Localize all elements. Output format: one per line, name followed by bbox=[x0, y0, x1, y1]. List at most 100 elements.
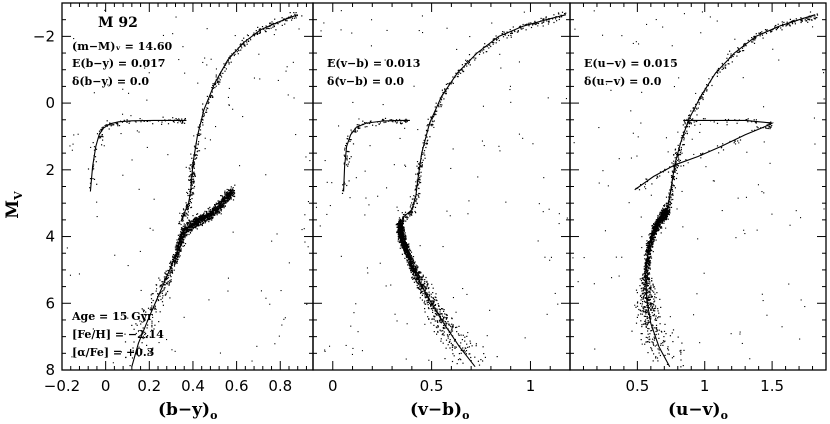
star-point bbox=[439, 320, 441, 322]
star-point bbox=[400, 244, 402, 246]
star-point bbox=[438, 305, 440, 307]
star-point bbox=[188, 202, 191, 205]
star-point bbox=[93, 168, 95, 170]
star-point bbox=[651, 243, 654, 245]
star-point bbox=[663, 222, 665, 224]
star-point bbox=[441, 318, 443, 320]
star-point bbox=[358, 127, 360, 130]
star-point bbox=[424, 287, 426, 289]
star-point bbox=[72, 143, 74, 145]
star-point bbox=[188, 220, 191, 222]
star-point bbox=[483, 145, 485, 147]
star-point bbox=[405, 165, 407, 167]
star-point bbox=[645, 309, 648, 311]
star-point bbox=[269, 303, 271, 305]
star-point bbox=[442, 91, 444, 94]
star-point bbox=[652, 224, 654, 227]
star-point bbox=[642, 296, 644, 298]
star-point bbox=[164, 278, 166, 280]
star-point bbox=[198, 223, 200, 225]
star-point bbox=[187, 228, 189, 230]
star-point bbox=[180, 241, 182, 244]
star-point bbox=[644, 271, 646, 273]
star-point bbox=[400, 224, 402, 226]
star-point bbox=[159, 284, 161, 287]
star-point bbox=[403, 239, 405, 241]
star-point bbox=[98, 130, 101, 132]
star-point bbox=[399, 220, 401, 222]
star-point bbox=[212, 84, 214, 87]
star-point bbox=[437, 326, 439, 328]
star-point bbox=[69, 145, 71, 147]
star-point bbox=[447, 337, 449, 339]
star-point bbox=[283, 318, 285, 320]
star-point bbox=[203, 115, 205, 118]
star-point bbox=[452, 324, 454, 326]
star-point bbox=[191, 194, 193, 196]
star-point bbox=[207, 107, 209, 110]
star-point bbox=[217, 79, 219, 81]
star-point bbox=[183, 242, 185, 244]
star-point bbox=[182, 245, 184, 247]
star-point bbox=[401, 221, 404, 223]
star-point bbox=[296, 14, 298, 17]
star-point bbox=[211, 217, 213, 219]
star-point bbox=[203, 113, 205, 115]
star-point bbox=[208, 218, 210, 220]
star-point bbox=[468, 353, 470, 355]
star-point bbox=[234, 53, 236, 55]
star-point bbox=[192, 173, 194, 175]
star-point bbox=[396, 122, 398, 124]
star-point bbox=[401, 223, 403, 225]
star-point bbox=[401, 241, 403, 243]
star-point bbox=[228, 104, 230, 106]
star-point bbox=[428, 359, 430, 361]
star-point bbox=[404, 241, 406, 243]
star-point bbox=[212, 213, 214, 215]
star-point bbox=[166, 283, 169, 285]
x-axis-label-vb: (v−b)o bbox=[410, 400, 469, 422]
star-point bbox=[554, 292, 556, 294]
x-tick-label: 0.4 bbox=[181, 377, 205, 395]
star-point bbox=[212, 87, 214, 89]
star-point bbox=[404, 127, 406, 129]
star-point bbox=[190, 176, 192, 178]
star-point bbox=[532, 24, 534, 26]
star-point bbox=[655, 233, 657, 235]
star-point bbox=[221, 195, 223, 197]
star-point bbox=[171, 264, 173, 267]
star-point bbox=[520, 28, 522, 30]
star-point bbox=[286, 20, 288, 22]
star-point bbox=[218, 202, 220, 205]
star-point bbox=[218, 211, 220, 214]
star-point bbox=[190, 194, 192, 196]
star-point bbox=[155, 284, 157, 286]
star-point bbox=[177, 246, 179, 248]
star-point bbox=[176, 248, 178, 250]
star-point bbox=[151, 302, 153, 304]
star-point bbox=[482, 346, 484, 348]
star-point bbox=[412, 256, 415, 258]
star-point bbox=[645, 254, 647, 256]
star-point bbox=[224, 199, 226, 201]
star-point bbox=[171, 268, 173, 270]
star-point bbox=[556, 20, 558, 22]
star-point bbox=[211, 95, 213, 97]
star-point bbox=[194, 223, 196, 225]
star-point bbox=[510, 32, 512, 34]
star-point bbox=[652, 360, 654, 362]
star-point bbox=[509, 85, 511, 87]
star-point bbox=[430, 296, 432, 298]
star-point bbox=[350, 156, 352, 158]
star-point bbox=[416, 202, 418, 205]
star-point bbox=[162, 281, 164, 283]
star-point bbox=[175, 258, 177, 260]
star-point bbox=[538, 203, 540, 205]
star-point bbox=[560, 14, 562, 16]
star-point bbox=[171, 272, 174, 274]
star-point bbox=[449, 215, 451, 217]
star-point bbox=[191, 224, 193, 226]
star-point bbox=[207, 207, 209, 210]
star-point bbox=[192, 220, 194, 222]
star-point bbox=[434, 320, 436, 322]
